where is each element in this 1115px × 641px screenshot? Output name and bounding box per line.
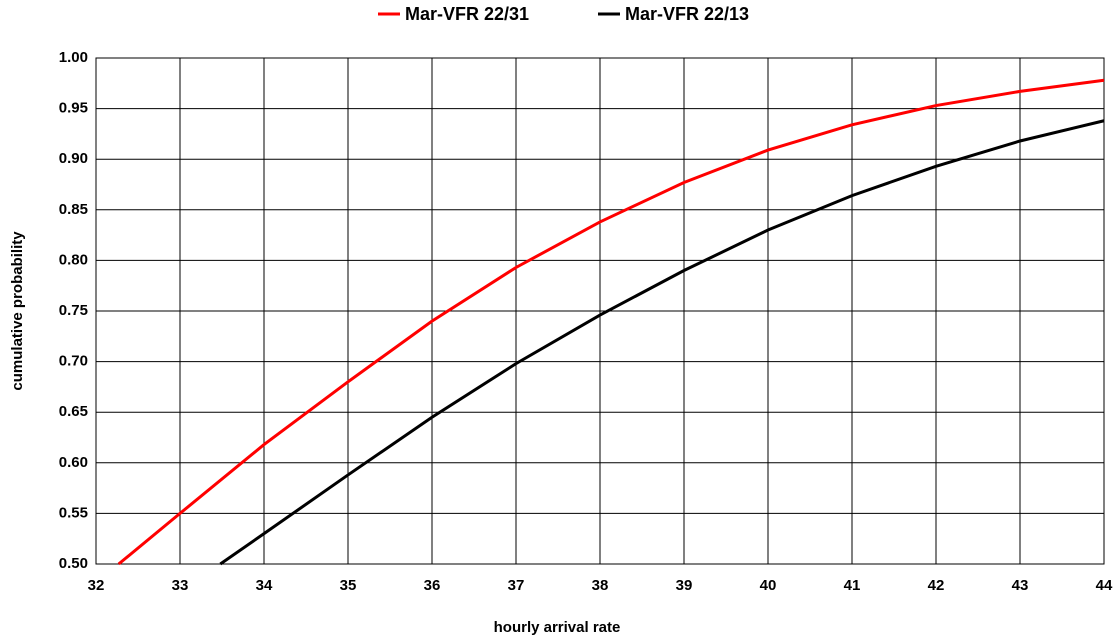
y-tick-label: 0.60 xyxy=(59,454,88,471)
x-tick-label: 43 xyxy=(1012,577,1029,594)
y-tick-label: 0.90 xyxy=(59,150,88,167)
y-axis-title: cumulative probability xyxy=(9,231,26,391)
x-tick-label: 40 xyxy=(760,577,777,594)
legend-label: Mar-VFR 22/13 xyxy=(625,4,749,24)
x-tick-label: 37 xyxy=(508,577,525,594)
y-tick-label: 0.65 xyxy=(59,403,88,420)
y-tick-label: 1.00 xyxy=(59,49,88,66)
y-tick-label: 0.55 xyxy=(59,504,88,521)
x-tick-label: 39 xyxy=(676,577,693,594)
legend-label: Mar-VFR 22/31 xyxy=(405,4,529,24)
plot-border xyxy=(95,57,1105,565)
x-tick-label: 44 xyxy=(1096,577,1113,594)
y-tick-label: 0.50 xyxy=(59,555,88,572)
y-tick-label: 0.80 xyxy=(59,251,88,268)
data-line xyxy=(117,78,1105,566)
x-tick-label: 42 xyxy=(928,577,945,594)
x-tick-label: 41 xyxy=(844,577,861,594)
x-axis-title: hourly arrival rate xyxy=(494,619,621,636)
x-tick-label: 36 xyxy=(424,577,441,594)
x-tick-label: 34 xyxy=(256,577,273,594)
y-tick-label: 0.95 xyxy=(59,100,88,117)
y-tick-label: 0.70 xyxy=(59,353,88,370)
data-line xyxy=(219,119,1105,566)
x-tick-label: 32 xyxy=(88,577,105,594)
x-tick-label: 35 xyxy=(340,577,357,594)
x-tick-label: 33 xyxy=(172,577,189,594)
x-tick-label: 38 xyxy=(592,577,609,594)
y-tick-label: 0.75 xyxy=(59,302,88,319)
y-tick-label: 0.85 xyxy=(59,201,88,218)
